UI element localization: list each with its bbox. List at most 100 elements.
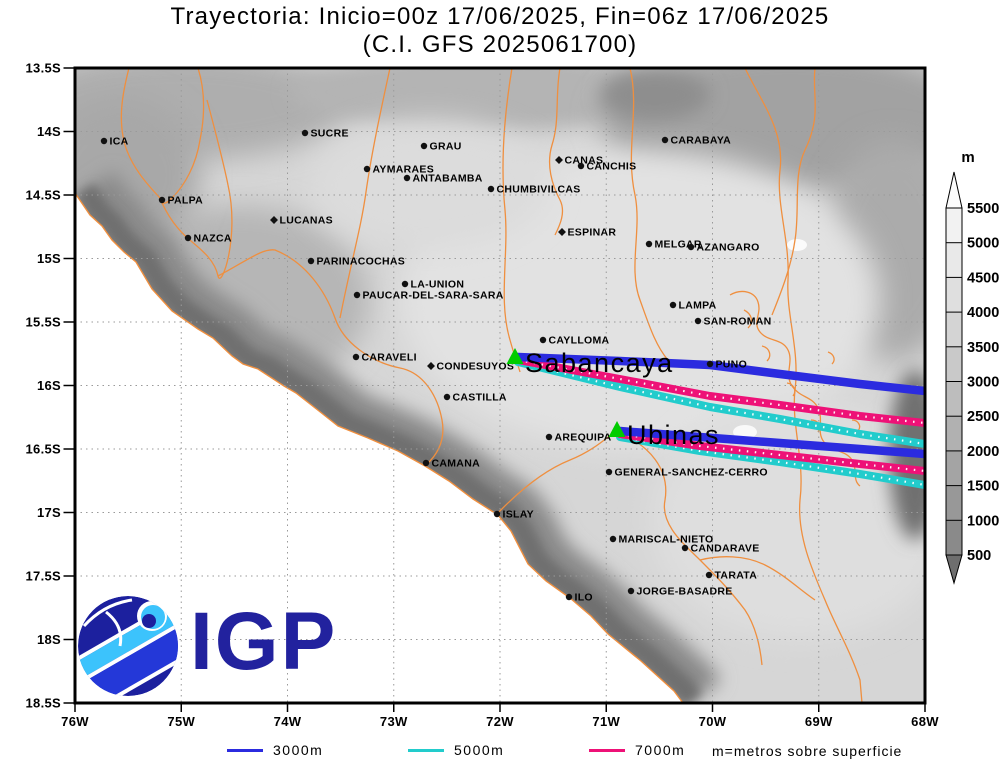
- grid-lines: [75, 68, 925, 703]
- place-label-CASTILLA: CASTILLA: [453, 392, 507, 404]
- colorbar-label-500: 500: [967, 548, 991, 564]
- place-marker-SAN-ROMAN: [694, 317, 702, 325]
- plot-title: Trayectoria: Inicio=00z 17/06/2025, Fin=…: [170, 3, 830, 30]
- igp-globe-icon: [78, 596, 178, 696]
- trajectory-markers-ubinas-7000m: [619, 432, 925, 473]
- trajectory-lines: [513, 352, 925, 489]
- lon-label-71W: 71W: [592, 714, 620, 729]
- colorbar-label-3000: 3000: [967, 375, 999, 391]
- place-label-ISLAY: ISLAY: [503, 509, 534, 521]
- place-label-PAUCAR-DEL-SARA-SARA: PAUCAR-DEL-SARA-SARA: [363, 290, 504, 302]
- place-marker-MELGAR: [645, 240, 653, 248]
- place-marker-GENERAL-SANCHEZ-CERRO: [605, 468, 613, 476]
- place-marker-TARATA: [705, 571, 713, 579]
- place-label-CAYLLOMA: CAYLLOMA: [549, 335, 610, 347]
- legend-swatch-5000m: [408, 748, 444, 752]
- colorbar-label-1000: 1000: [967, 513, 999, 529]
- colorbar-band-4500: [946, 277, 962, 313]
- place-marker-LAMPA: [669, 301, 677, 309]
- place-label-GRAU: GRAU: [430, 141, 462, 153]
- province-markers: ICA PALPA NAZCA LUCANAS SUCRE AYMARAESANTABAM…: [100, 128, 772, 604]
- place-marker-ANTABAMBA: [403, 174, 411, 182]
- place-label-CANAS: CANAS: [565, 155, 604, 167]
- place-label-PUNO: PUNO: [716, 359, 748, 371]
- place-label-CAMANA: CAMANA: [432, 458, 481, 470]
- lat-label-15S: 15S: [37, 251, 61, 266]
- place-marker-CHUMBIVILCAS: [487, 185, 495, 193]
- place-marker-ILO: [565, 593, 573, 601]
- lon-label-73W: 73W: [380, 714, 408, 729]
- colorbar-band-3500: [946, 346, 962, 382]
- place-label-CHUMBIVILCAS: CHUMBIVILCAS: [497, 184, 581, 196]
- place-marker-AYMARAES: [363, 165, 371, 173]
- place-marker-AZANGARO: [687, 243, 695, 251]
- volcano-triangle-sabancaya: [506, 348, 524, 364]
- place-marker-SUCRE: [301, 129, 309, 137]
- axis-ticks-labels: 13.5S 14S 14.5S 15S 15.5S 16S 16.5S 17S 17.5S 18S…: [26, 61, 939, 730]
- lat-label-17S: 17S: [37, 505, 61, 520]
- colorbar-label-4500: 4500: [967, 270, 999, 286]
- place-label-ILO: ILO: [575, 592, 593, 604]
- place-label-ICA: ICA: [110, 136, 129, 148]
- legend-label-7000m: 7000m: [635, 742, 686, 758]
- place-marker-CARAVELI: [352, 353, 360, 361]
- colorbar-band-2500: [946, 416, 962, 452]
- colorbar-label-5500: 5500: [967, 201, 999, 217]
- place-marker-GRAU: [420, 142, 428, 150]
- department-boundaries: [120, 68, 863, 703]
- volcano-markers: Sabancaya Ubinas: [506, 348, 720, 450]
- place-label-PARINACOCHAS: PARINACOCHAS: [317, 256, 406, 268]
- lon-label-72W: 72W: [486, 714, 514, 729]
- trajectory-sabancaya-7000m: [514, 356, 925, 427]
- trajectory-ubinas-3000m: [615, 426, 925, 459]
- place-marker-CAMANA: [422, 459, 430, 467]
- ocean: [75, 193, 683, 703]
- volcano-label-ubinas: Ubinas: [627, 420, 720, 450]
- colorbar-tip-bottom: [945, 554, 963, 585]
- legend-swatch-3000m: [227, 748, 263, 752]
- place-marker-LUCANAS: [270, 216, 278, 224]
- place-marker-CASTILLA: [443, 393, 451, 401]
- elevation-colorbar: 5500 5000 4500 4000 3500 3000 2500 2000 1500 1000…: [945, 149, 999, 585]
- colorbar-title: m: [961, 149, 974, 166]
- colorbar-band-1000: [946, 520, 962, 556]
- place-label-CANDARAVE: CANDARAVE: [691, 543, 760, 555]
- place-marker-AREQUIPA: [545, 433, 553, 441]
- place-label-PALPA: PALPA: [168, 195, 204, 207]
- colorbar-label-4000: 4000: [967, 305, 999, 321]
- place-marker-CAYLLOMA: [539, 336, 547, 344]
- place-label-LA-UNION: LA-UNION: [411, 279, 465, 291]
- place-marker-JORGE-BASADRE: [627, 587, 635, 595]
- volcano-triangle-ubinas: [608, 421, 626, 437]
- lon-label-76W: 76W: [61, 714, 89, 729]
- place-marker-PARINACOCHAS: [307, 257, 315, 265]
- place-label-AYMARAES: AYMARAES: [373, 164, 435, 176]
- colorbar-label-5000: 5000: [967, 236, 999, 252]
- colorbar-band-5000: [946, 242, 962, 278]
- place-label-NAZCA: NAZCA: [194, 233, 232, 245]
- place-label-TARATA: TARATA: [715, 570, 758, 582]
- place-label-GENERAL-SANCHEZ-CERRO: GENERAL-SANCHEZ-CERRO: [615, 467, 768, 479]
- colorbar-band-5500: [946, 208, 962, 244]
- place-label-CARAVELI: CARAVELI: [362, 352, 417, 364]
- volcano-label-sabancaya: Sabancaya: [525, 348, 674, 378]
- colorbar-tip-top: [945, 171, 963, 209]
- place-label-CONDESUYOS: CONDESUYOS: [437, 361, 515, 373]
- place-marker-ISLAY: [493, 510, 501, 518]
- colorbar-label-2500: 2500: [967, 409, 999, 425]
- place-marker-CANAS: [555, 156, 563, 164]
- place-marker-NAZCA: [184, 234, 192, 242]
- terrain-shading: ICA PALPA NAZCA LUCANAS SUCRE AYMARAESANTABAM…: [75, 68, 925, 703]
- place-label-ANTABAMBA: ANTABAMBA: [413, 173, 483, 185]
- colorbar-label-2000: 2000: [967, 444, 999, 460]
- lat-label-18S: 18S: [37, 632, 61, 647]
- place-label-CANCHIS: CANCHIS: [587, 161, 637, 173]
- place-marker-CARABAYA: [661, 136, 669, 144]
- place-label-SAN-ROMAN: SAN-ROMAN: [704, 316, 772, 328]
- place-marker-PUNO: [706, 360, 714, 368]
- colorbar-band-4000: [946, 312, 962, 348]
- lat-label-13.5S: 13.5S: [26, 61, 62, 76]
- place-label-ESPINAR: ESPINAR: [568, 227, 617, 239]
- colorbar-band-1500: [946, 485, 962, 521]
- colorbar-label-1500: 1500: [967, 479, 999, 495]
